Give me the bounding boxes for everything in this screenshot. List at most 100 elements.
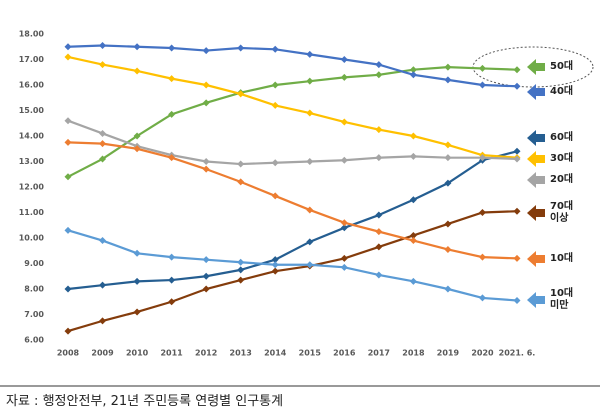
point-marker (306, 77, 314, 85)
point-marker (409, 132, 417, 140)
point-marker (202, 272, 210, 280)
point-marker (99, 281, 107, 289)
legend-arrow (527, 205, 545, 221)
point-marker (168, 298, 176, 306)
legend-label: 40대 (550, 86, 574, 97)
source-note: 자료 : 행정안전부, 21년 주민등록 연령별 인구통계 (6, 394, 284, 409)
point-marker (133, 308, 141, 316)
x-tick-label: 2021. 6. (499, 349, 536, 358)
x-tick-label: 2008 (57, 349, 80, 358)
y-tick-label: 15.00 (19, 106, 45, 115)
point-marker (340, 118, 348, 126)
point-marker (133, 43, 141, 51)
point-marker (513, 155, 521, 163)
point-marker (409, 237, 417, 245)
point-marker (99, 237, 107, 245)
point-marker (64, 43, 72, 51)
y-tick-label: 8.00 (24, 285, 44, 294)
point-marker (444, 285, 452, 293)
point-marker (306, 238, 314, 246)
y-tick-label: 12.00 (19, 183, 45, 192)
y-tick-label: 9.00 (24, 259, 44, 268)
legend-arrow (527, 84, 545, 100)
point-marker (64, 138, 72, 146)
point-marker (478, 253, 486, 261)
y-tick-label: 14.00 (19, 132, 45, 141)
x-tick-label: 2014 (264, 349, 287, 358)
point-marker (478, 154, 486, 162)
series-line (67, 141, 518, 260)
point-marker (444, 76, 452, 84)
x-tick-label: 2012 (195, 349, 217, 358)
y-tick-label: 11.00 (19, 208, 45, 217)
point-marker (237, 178, 245, 186)
point-marker (168, 154, 176, 162)
point-marker (271, 192, 279, 200)
point-marker (444, 154, 452, 162)
legend-arrow (527, 292, 545, 308)
series-line (67, 44, 518, 88)
point-marker (237, 258, 245, 266)
point-marker (513, 207, 521, 215)
point-marker (64, 173, 72, 181)
x-tick-label: 2015 (299, 349, 322, 358)
legend-label: 50대 (550, 61, 574, 72)
point-marker (168, 110, 176, 118)
x-tick-label: 2020 (471, 349, 494, 358)
point-marker (64, 226, 72, 234)
point-marker (202, 165, 210, 173)
y-tick-label: 16.00 (19, 81, 45, 90)
point-marker (444, 141, 452, 149)
point-marker (340, 73, 348, 81)
point-marker (513, 147, 521, 155)
point-marker (375, 228, 383, 236)
series-line (67, 55, 518, 159)
series-line (67, 210, 518, 333)
point-marker (99, 155, 107, 163)
point-marker (478, 209, 486, 216)
point-marker (99, 41, 107, 49)
point-marker (444, 220, 452, 228)
y-tick-label: 13.00 (19, 157, 45, 166)
point-marker (409, 277, 417, 285)
point-marker (64, 53, 72, 61)
point-marker (99, 129, 107, 137)
point-marker (271, 81, 279, 89)
point-marker (237, 276, 245, 284)
point-marker (202, 158, 210, 165)
point-marker (64, 327, 72, 335)
point-marker (237, 266, 245, 274)
y-tick-label: 10.00 (19, 234, 45, 243)
point-marker (271, 261, 279, 269)
point-marker (409, 196, 417, 204)
legend-label: 30대 (550, 153, 574, 164)
series-line (67, 119, 518, 166)
point-marker (306, 261, 314, 269)
point-marker (306, 158, 314, 165)
point-marker (375, 211, 383, 219)
point-marker (409, 71, 417, 79)
point-marker (133, 249, 141, 257)
point-marker (409, 66, 417, 74)
point-marker (237, 44, 245, 52)
series-line (67, 66, 518, 178)
point-marker (444, 63, 452, 71)
point-marker (271, 101, 279, 109)
point-marker (64, 285, 72, 293)
point-marker (99, 61, 107, 69)
point-marker (306, 109, 314, 117)
point-marker (478, 294, 486, 302)
point-marker (133, 145, 141, 153)
point-marker (513, 254, 521, 262)
point-marker (168, 44, 176, 52)
point-marker (375, 243, 383, 251)
legend-label: 60대 (550, 132, 574, 143)
legend-label: 10대 미만 (550, 288, 574, 311)
legend-label: 10대 (550, 253, 574, 264)
point-marker (271, 159, 279, 167)
x-tick-label: 2018 (402, 349, 425, 358)
point-marker (202, 47, 210, 55)
point-marker (237, 160, 245, 168)
